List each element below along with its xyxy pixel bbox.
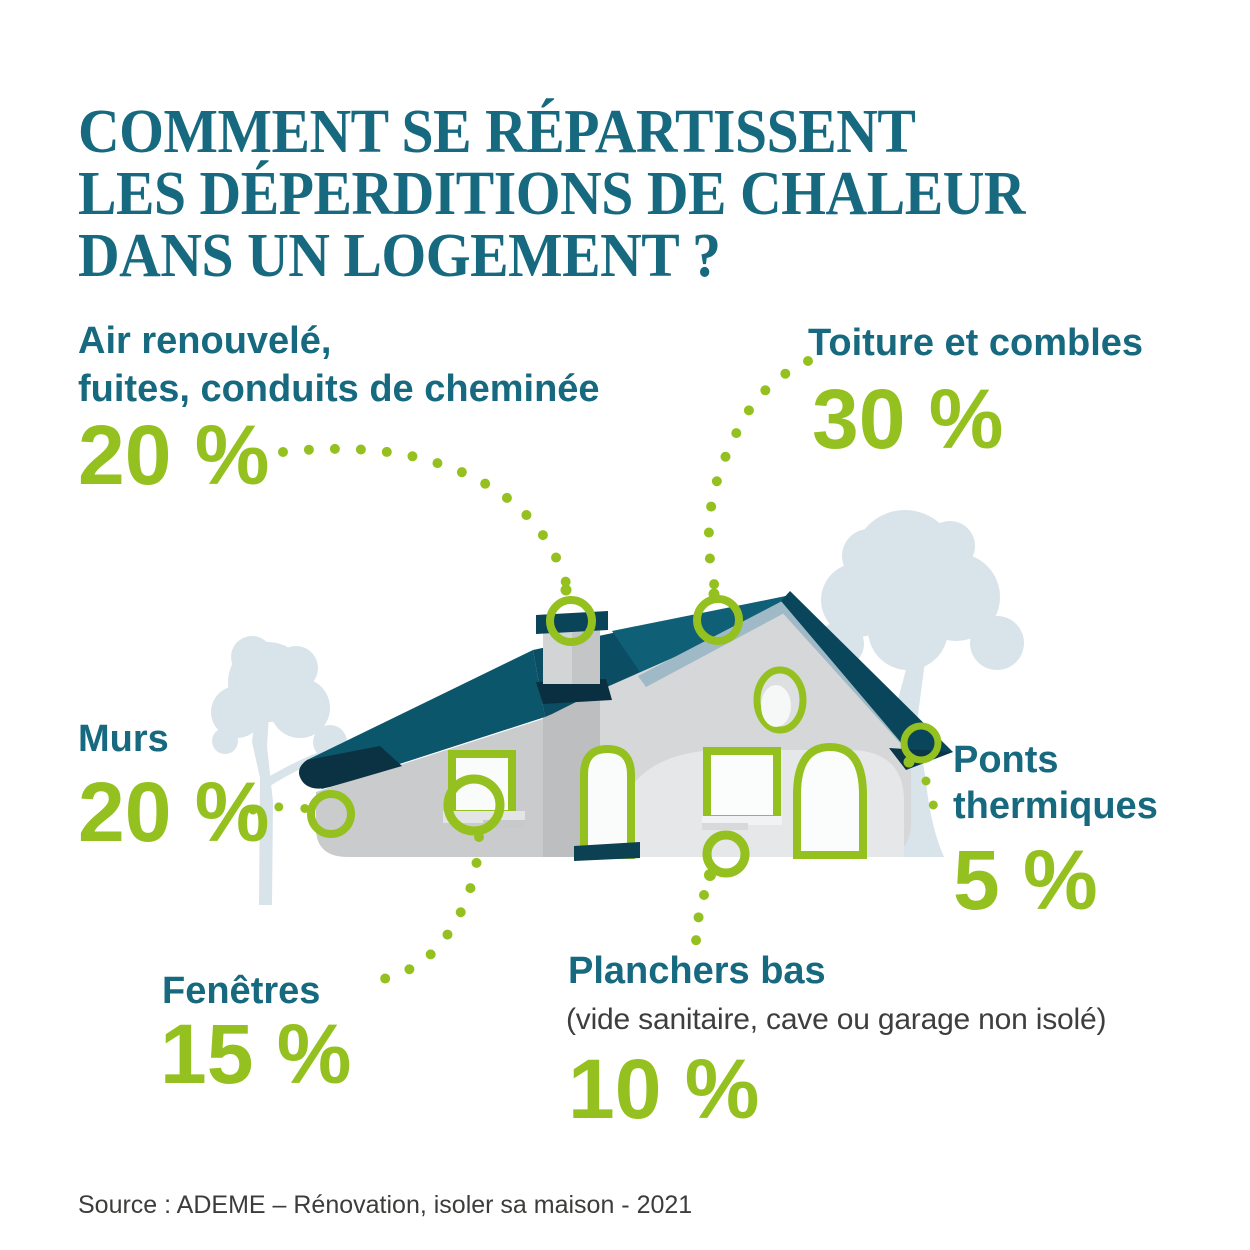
callout-toiture: Toiture et combles xyxy=(808,320,1143,368)
page-title: COMMENT SE RÉPARTISSENT LES DÉPERDITIONS… xyxy=(78,97,1026,290)
callout-murs: Murs xyxy=(78,716,169,764)
window-center-sill-shadow xyxy=(702,823,748,830)
ring-fenetres xyxy=(443,774,505,836)
ring-planchers-pin xyxy=(704,869,716,881)
connector-air-renouvele xyxy=(278,443,573,595)
title-line-3: DANS UN LOGEMENT ? xyxy=(78,221,721,290)
window-center-sill xyxy=(702,816,782,825)
oval-window xyxy=(753,666,807,734)
window-arch-right xyxy=(793,742,867,859)
callout-planchers: Planchers bas xyxy=(568,948,826,996)
ring-chimney-air xyxy=(546,596,596,646)
front-door xyxy=(580,744,635,859)
callout-rings xyxy=(307,584,942,881)
source-credit: Source : ADEME – Rénovation, isoler sa m… xyxy=(78,1191,693,1219)
tree-left xyxy=(211,636,347,905)
ring-toiture-pin xyxy=(708,588,720,600)
roof-valley-dark xyxy=(536,679,612,704)
callout-air-label: Air renouvelé, fuites, conduits de chemi… xyxy=(78,320,600,410)
callout-planchers-sublabel: (vide sanitaire, cave ou garage non isol… xyxy=(566,1003,1107,1036)
callout-air-value: 20 % xyxy=(78,408,270,502)
ring-ponts xyxy=(900,722,942,764)
callout-planchers-value: 10 % xyxy=(568,1042,760,1136)
connector-ponts xyxy=(921,776,939,813)
ring-toiture xyxy=(693,595,743,645)
roof-right-slope xyxy=(781,591,953,759)
connector-planchers xyxy=(691,890,709,946)
callout-ponts-value: 5 % xyxy=(953,833,1098,927)
door-step xyxy=(574,842,640,861)
ring-chimney-air-pin xyxy=(560,584,572,596)
roof-eave-dark-tip xyxy=(298,746,402,789)
connector-toiture xyxy=(703,356,813,598)
callout-murs-label: Murs xyxy=(78,718,169,760)
callout-air-renouvele: Air renouvelé, fuites, conduits de chemi… xyxy=(78,318,600,414)
callout-toiture-value: 30 % xyxy=(812,372,1004,466)
callout-fenetres: Fenêtres xyxy=(162,968,320,1016)
callout-fenetres-label: Fenêtres xyxy=(162,970,321,1012)
ring-ponts-pin xyxy=(903,756,915,768)
callout-ponts: Ponts thermiques xyxy=(953,738,1158,829)
connector-fenetres xyxy=(362,832,484,987)
callout-toiture-label: Toiture et combles xyxy=(808,322,1144,364)
connector-murs xyxy=(248,802,313,815)
title-line-2: LES DÉPERDITIONS DE CHALEUR xyxy=(78,159,1026,228)
callout-ponts-label: Ponts thermiques xyxy=(953,739,1158,827)
roof xyxy=(298,591,953,789)
ring-murs xyxy=(307,790,355,838)
ring-planchers xyxy=(702,830,750,878)
window-center xyxy=(703,747,781,823)
callout-fenetres-value: 15 % xyxy=(160,1007,352,1101)
callout-murs-value: 20 % xyxy=(78,765,270,859)
dotted-connectors xyxy=(248,356,939,987)
callout-planchers-label: Planchers bas xyxy=(568,950,826,992)
title-line-1: COMMENT SE RÉPARTISSENT xyxy=(78,97,916,166)
window-left-sill-shadow xyxy=(483,820,525,828)
